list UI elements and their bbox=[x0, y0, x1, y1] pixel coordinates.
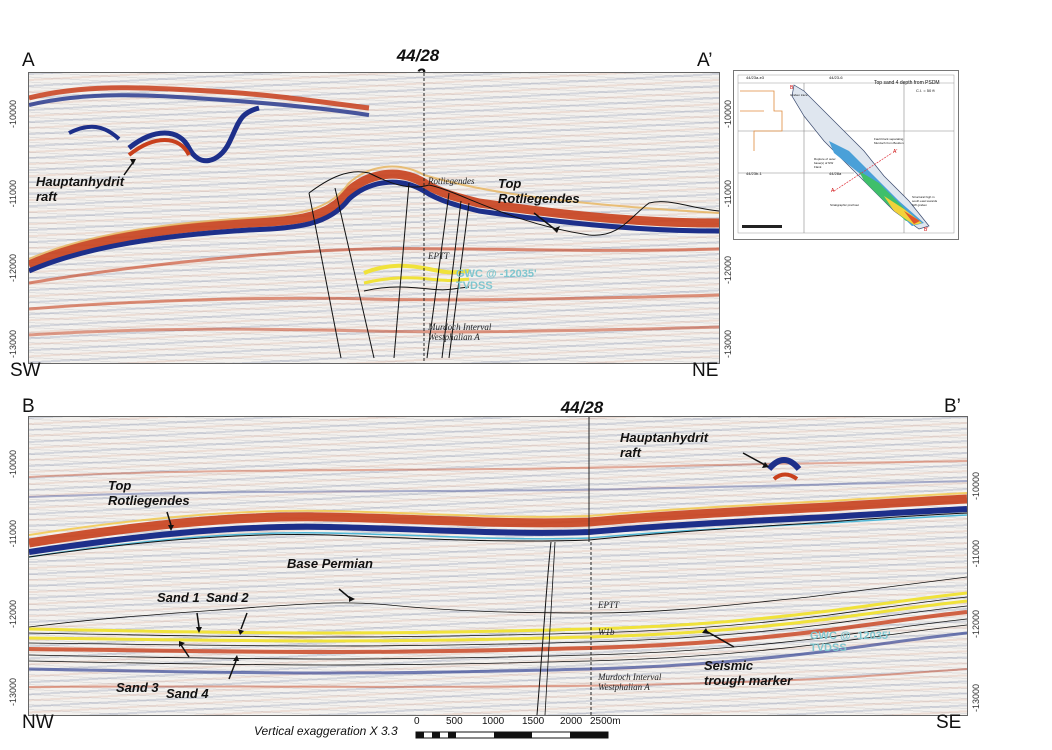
section-b-horizons bbox=[29, 417, 967, 715]
depth-tick: -11000 bbox=[723, 180, 733, 208]
section-b-left-label: B bbox=[22, 396, 35, 417]
depth-tick: -11000 bbox=[971, 540, 981, 568]
pick-w1b: W1b bbox=[598, 627, 615, 637]
section-a-horizons bbox=[29, 73, 719, 363]
sand-4-label: Sand 4 bbox=[166, 686, 209, 701]
section-a-bottom-right: NE bbox=[692, 360, 719, 381]
section-a-bottom-left: SW bbox=[10, 360, 41, 381]
depth-tick: -10000 bbox=[723, 100, 733, 129]
base-permian-label: Base Permian bbox=[287, 556, 373, 571]
depth-tick: -12000 bbox=[8, 600, 18, 629]
inset-map-ci: C.I. = 50 ft bbox=[916, 88, 935, 93]
inset-mark: B bbox=[790, 85, 794, 91]
inset-block-4: 44/28a bbox=[829, 171, 842, 176]
pick-rotliegendes: Rotliegendes bbox=[428, 176, 475, 186]
section-a-right-label: A’ bbox=[697, 50, 713, 71]
depth-tick: -10000 bbox=[8, 450, 18, 479]
inset-label: Structural high in south east towards SW… bbox=[912, 195, 938, 207]
scale-tick-label: 1500 bbox=[522, 716, 545, 727]
pick-eptt-b: EPTT bbox=[598, 600, 620, 610]
section-b-gwc-label: GWC @ -12035' TVDSS bbox=[810, 630, 891, 654]
section-b-top-rotliegendes-label: Top Rotliegendes bbox=[108, 478, 190, 508]
section-b-hauptanhydrit-label: Hauptanhydrit raft bbox=[620, 430, 709, 460]
pick-murdoch-a: Murdoch Interval bbox=[428, 322, 492, 332]
seismic-texture bbox=[29, 417, 967, 715]
depth-tick: -11000 bbox=[8, 520, 18, 548]
inset-block-1: 44/23a-e3 bbox=[746, 75, 765, 80]
scale-tick-label: 2500m bbox=[590, 716, 621, 727]
pick-eptt-a: EPTT bbox=[428, 251, 450, 261]
inset-location-map: 44/23a-e3 44/23-6 44/23b-1 44/28a Top sa… bbox=[733, 70, 959, 240]
inset-block-3: 44/23b-1 bbox=[746, 171, 762, 176]
section-b-seismic-panel bbox=[28, 416, 968, 716]
depth-tick: -10000 bbox=[8, 100, 18, 129]
section-a-seismic-panel bbox=[28, 72, 720, 364]
depth-tick: -13000 bbox=[8, 330, 18, 359]
well-name-line1: 44/28 bbox=[396, 46, 440, 65]
inset-label: Graben trace bbox=[790, 93, 808, 97]
depth-tick: -12000 bbox=[8, 254, 18, 283]
inset-label: Fault block separating Murdoch from Boul… bbox=[874, 137, 904, 145]
depth-tick: -13000 bbox=[723, 330, 733, 359]
inset-map-title: Top sand 4 depth from PSDM bbox=[874, 80, 940, 86]
section-b-right-label: B’ bbox=[944, 396, 961, 417]
sand-1-label: Sand 1 bbox=[157, 590, 200, 605]
depth-tick: -11000 bbox=[8, 180, 18, 208]
depth-tick: -13000 bbox=[8, 678, 18, 707]
section-a-hauptanhydrit-label: Hauptanhydrit raft bbox=[36, 174, 125, 204]
scale-tick-label: 2000 bbox=[560, 716, 583, 727]
inset-label: Stratigraphic pinchout bbox=[830, 203, 860, 207]
scale-tick-label: 0 bbox=[414, 716, 420, 727]
inset-label: Rupture of outer base(s) of NW Flank bbox=[814, 157, 836, 169]
scale-bar: 0 500 1000 1500 2000 2500m bbox=[414, 716, 629, 742]
scale-bar-graphic bbox=[415, 731, 609, 739]
inset-map-drawing bbox=[737, 74, 955, 234]
vertical-exaggeration-label: Vertical exaggeration X 3.3 bbox=[254, 724, 398, 738]
sand-3-label: Sand 3 bbox=[116, 680, 159, 695]
inset-mark: A bbox=[831, 188, 835, 194]
inset-block-2: 44/23-6 bbox=[829, 75, 843, 80]
pick-westphalian-b: Westphalian A bbox=[598, 682, 650, 692]
seismic-trough-marker-label: Seismic trough marker bbox=[704, 658, 793, 688]
depth-tick: -10000 bbox=[971, 472, 981, 501]
inset-mark: A' bbox=[893, 149, 898, 155]
depth-tick: -12000 bbox=[723, 256, 733, 285]
pick-westphalian-a: Westphalian A bbox=[428, 332, 480, 342]
depth-tick: -13000 bbox=[971, 684, 981, 713]
pick-murdoch-b: Murdoch Interval bbox=[598, 672, 662, 682]
sand-2-label: Sand 2 bbox=[206, 590, 249, 605]
inset-mark: B' bbox=[924, 227, 929, 233]
scale-tick-label: 500 bbox=[446, 716, 463, 727]
section-b-bottom-right: SE bbox=[936, 712, 962, 733]
section-a-gwc-label: GWC @ -12035' TVDSS bbox=[456, 268, 537, 292]
section-a-top-rotliegendes-label: Top Rotliegendes bbox=[498, 176, 580, 206]
section-a-left-label: A bbox=[22, 50, 35, 71]
section-b-bottom-left: NW bbox=[22, 712, 54, 733]
well-name-line1: 44/28 bbox=[560, 398, 604, 417]
scale-tick-label: 1000 bbox=[482, 716, 505, 727]
depth-tick: -12000 bbox=[971, 610, 981, 639]
